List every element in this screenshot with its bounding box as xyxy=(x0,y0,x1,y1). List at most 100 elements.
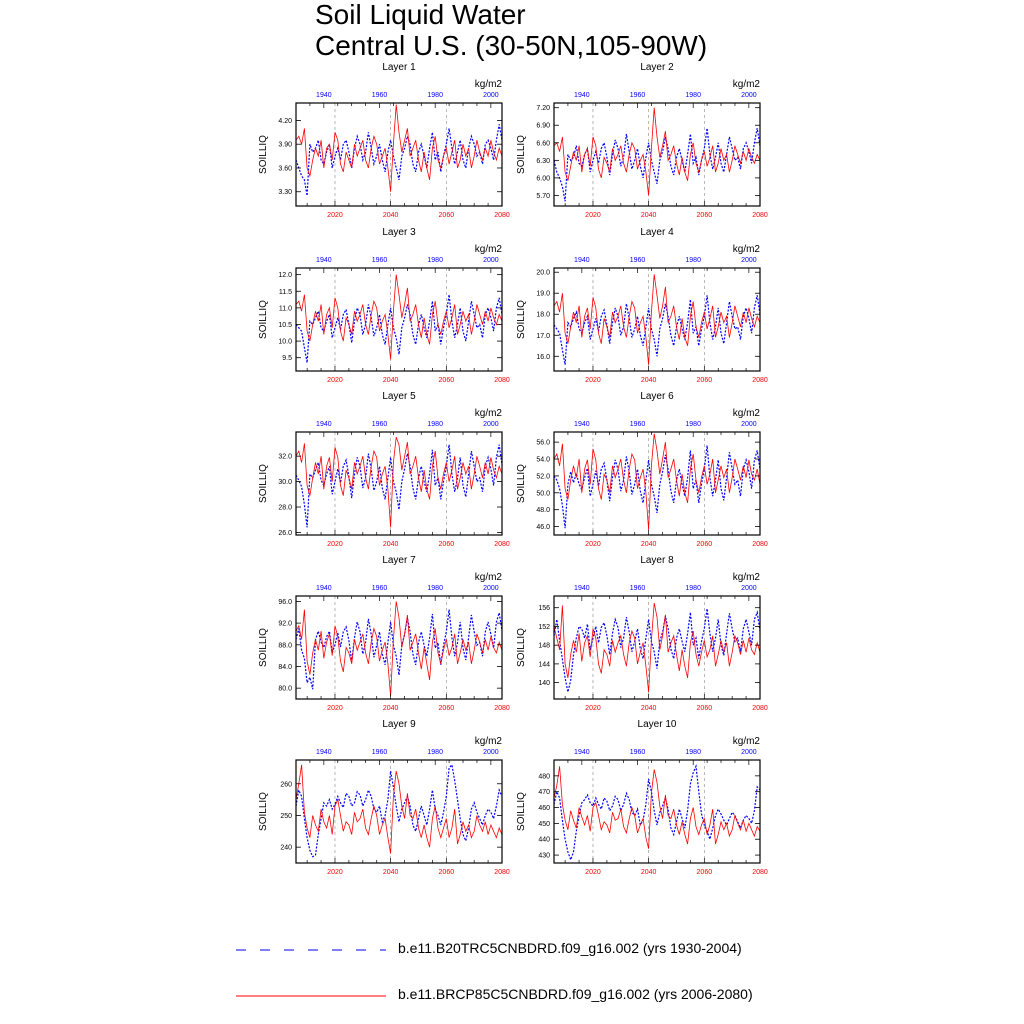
series-future-line xyxy=(553,107,761,196)
x-bottom-tick-label: 2040 xyxy=(383,705,399,712)
y-tick-label: 80.0 xyxy=(278,686,292,693)
units-label: kg/m2 xyxy=(475,408,503,419)
x-top-tick-label: 1980 xyxy=(685,421,701,428)
x-top-tick-label: 1980 xyxy=(685,257,701,264)
units-label: kg/m2 xyxy=(475,244,503,255)
y-axis-label: SOILLIQ xyxy=(258,464,269,503)
x-top-tick-label: 1940 xyxy=(316,257,332,264)
x-bottom-tick-label: 2080 xyxy=(494,705,510,712)
x-bottom-tick-label: 2040 xyxy=(383,377,399,384)
panel-title: Layer 6 xyxy=(640,391,674,402)
panel-title: Layer 3 xyxy=(382,227,416,238)
y-tick-label: 250 xyxy=(280,813,292,820)
panel-title: Layer 1 xyxy=(382,62,416,73)
series-future-line xyxy=(295,764,503,854)
x-bottom-tick-label: 2020 xyxy=(327,869,343,876)
y-tick-label: 50.0 xyxy=(536,490,550,497)
y-axis-label: SOILLIQ xyxy=(516,792,527,831)
figure-title: Soil Liquid Water xyxy=(315,0,526,30)
x-bottom-tick-label: 2080 xyxy=(494,541,510,548)
y-tick-label: 96.0 xyxy=(278,599,292,606)
figure-subtitle: Central U.S. (30-50N,105-90W) xyxy=(315,30,708,61)
series-future-line xyxy=(295,601,503,697)
x-top-tick-label: 1940 xyxy=(316,749,332,756)
y-tick-label: 148 xyxy=(538,643,550,650)
panel-8: Layer 8 kg/m2 SOILLIQ 140 144 148 152 156 2020 20… xyxy=(516,555,768,712)
x-top-tick-label: 2000 xyxy=(483,92,499,99)
x-bottom-tick-label: 2040 xyxy=(383,869,399,876)
y-tick-label: 88.0 xyxy=(278,642,292,649)
x-bottom-tick-label: 2020 xyxy=(327,705,343,712)
x-top-tick-label: 1960 xyxy=(372,257,388,264)
series-historical-line xyxy=(295,444,503,528)
panel-9: Layer 9 kg/m2 SOILLIQ 240 250 260 2020 2040 2060… xyxy=(258,719,510,876)
plot-frame xyxy=(295,431,503,536)
y-tick-label: 440 xyxy=(538,837,550,844)
y-tick-label: 3.30 xyxy=(278,189,292,196)
x-top-tick-label: 1980 xyxy=(427,257,443,264)
x-bottom-tick-label: 2040 xyxy=(383,541,399,548)
y-tick-label: 46.0 xyxy=(536,524,550,531)
y-tick-label: 430 xyxy=(538,853,550,860)
y-tick-label: 56.0 xyxy=(536,440,550,447)
y-tick-label: 240 xyxy=(280,845,292,852)
x-bottom-tick-label: 2080 xyxy=(752,869,768,876)
x-bottom-tick-label: 2060 xyxy=(439,705,455,712)
series-historical-line xyxy=(553,295,761,365)
x-bottom-tick-label: 2080 xyxy=(752,377,768,384)
x-bottom-tick-label: 2060 xyxy=(697,705,713,712)
plot-frame xyxy=(553,595,761,700)
x-top-tick-label: 1960 xyxy=(630,92,646,99)
x-bottom-tick-label: 2060 xyxy=(439,212,455,219)
series-historical-line xyxy=(553,128,761,202)
series-future-line xyxy=(553,433,761,530)
x-bottom-tick-label: 2080 xyxy=(752,541,768,548)
x-top-tick-label: 1960 xyxy=(630,585,646,592)
x-top-tick-label: 2000 xyxy=(483,257,499,264)
y-tick-label: 48.0 xyxy=(536,507,550,514)
y-tick-label: 10.5 xyxy=(278,322,292,329)
y-tick-label: 9.5 xyxy=(282,355,292,362)
x-top-tick-label: 1960 xyxy=(630,257,646,264)
x-bottom-tick-label: 2060 xyxy=(697,541,713,548)
y-tick-label: 6.00 xyxy=(536,175,550,182)
plot-frame xyxy=(295,267,503,372)
panel-7: Layer 7 kg/m2 SOILLIQ 80.0 84.0 88.0 92.0 96.0 2… xyxy=(258,555,510,712)
x-top-tick-label: 1980 xyxy=(685,749,701,756)
series-future-line xyxy=(553,274,761,365)
y-tick-label: 17.0 xyxy=(536,333,550,340)
plot-frame xyxy=(553,759,761,864)
panel-title: Layer 7 xyxy=(382,555,416,566)
x-top-tick-label: 1960 xyxy=(372,585,388,592)
x-bottom-tick-label: 2060 xyxy=(439,869,455,876)
y-tick-label: 19.0 xyxy=(536,291,550,298)
x-top-tick-label: 1940 xyxy=(574,257,590,264)
series-future-line xyxy=(295,274,503,360)
units-label: kg/m2 xyxy=(733,736,761,747)
x-bottom-tick-label: 2040 xyxy=(383,212,399,219)
panel-title: Layer 10 xyxy=(638,719,677,730)
y-tick-label: 32.0 xyxy=(278,454,292,461)
x-bottom-tick-label: 2080 xyxy=(752,212,768,219)
panel-2: Layer 2 kg/m2 SOILLIQ 5.70 6.00 6.30 6.60 6.90 7… xyxy=(516,62,768,219)
x-top-tick-label: 1960 xyxy=(630,749,646,756)
x-bottom-tick-label: 2060 xyxy=(697,869,713,876)
x-bottom-tick-label: 2040 xyxy=(641,705,657,712)
x-bottom-tick-label: 2080 xyxy=(494,212,510,219)
x-top-tick-label: 2000 xyxy=(741,421,757,428)
y-tick-label: 28.0 xyxy=(278,505,292,512)
series-historical-line xyxy=(295,294,503,363)
x-top-tick-label: 2000 xyxy=(483,585,499,592)
x-bottom-tick-label: 2020 xyxy=(585,869,601,876)
y-tick-label: 26.0 xyxy=(278,530,292,537)
x-top-tick-label: 1980 xyxy=(427,421,443,428)
panel-4: Layer 4 kg/m2 SOILLIQ 16.0 17.0 18.0 19.0 20.0 2… xyxy=(516,227,768,384)
y-tick-label: 16.0 xyxy=(536,354,550,361)
panel-title: Layer 2 xyxy=(640,62,674,73)
y-tick-label: 6.30 xyxy=(536,158,550,165)
x-top-tick-label: 1940 xyxy=(316,421,332,428)
y-tick-label: 5.70 xyxy=(536,193,550,200)
x-top-tick-label: 1980 xyxy=(685,92,701,99)
x-top-tick-label: 2000 xyxy=(741,257,757,264)
y-axis-label: SOILLIQ xyxy=(258,135,269,174)
